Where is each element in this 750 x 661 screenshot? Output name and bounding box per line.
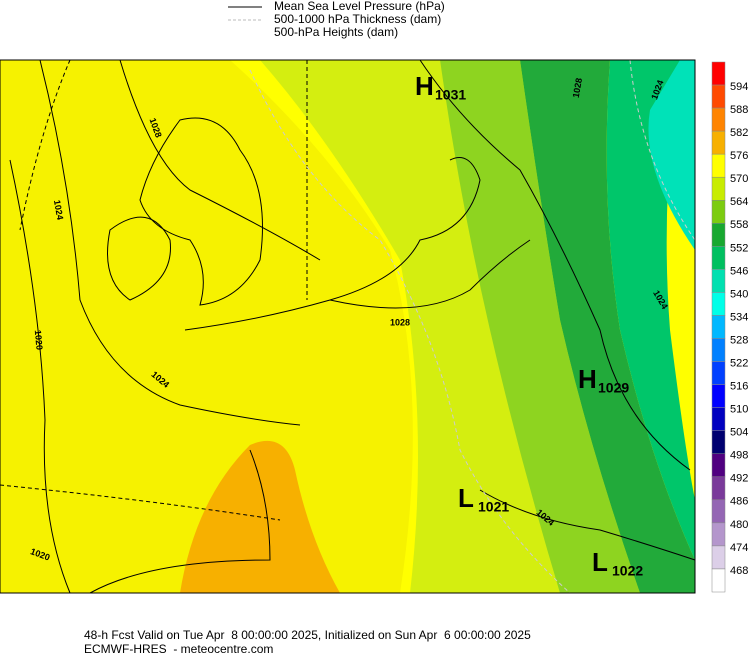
thickness-contour xyxy=(629,59,696,241)
colorbar-label: 552 xyxy=(730,242,748,254)
colorbar-box xyxy=(711,384,726,408)
colorbar-label: 558 xyxy=(730,219,748,231)
colorbar-label: 540 xyxy=(730,288,748,300)
colorbar-label: 594 xyxy=(730,81,748,93)
colorbar-label: 528 xyxy=(730,334,748,346)
colorbar-box xyxy=(711,107,726,132)
colorbar-box xyxy=(711,499,726,524)
footer-text: ECMWF-HRES - meteocentre.com xyxy=(84,642,273,656)
colorbar-label: 480 xyxy=(730,519,748,531)
isobar xyxy=(479,489,696,561)
colorbar-box xyxy=(711,361,726,385)
map-area xyxy=(0,59,696,594)
map-frame xyxy=(0,59,696,594)
colorbar-label: 504 xyxy=(730,427,748,439)
colorbar: 594 588 582 576 570 564 558 552 546 540 534 528 522 5… xyxy=(711,61,748,593)
colorbar-box xyxy=(711,246,726,270)
band-546 xyxy=(606,60,695,560)
colorbar-label: 498 xyxy=(730,450,748,462)
colorbar-label: 570 xyxy=(730,173,748,185)
colorbar-label: 534 xyxy=(730,311,748,323)
center-letter: L xyxy=(458,483,474,513)
footer-text: 48-h Fcst Valid on Tue Apr 8 00:00:00 20… xyxy=(84,628,531,642)
colorbar-box xyxy=(711,153,726,178)
center-value: 1022 xyxy=(612,563,643,579)
coastline xyxy=(89,449,271,594)
center-letter: H xyxy=(415,71,434,101)
center-value: 1029 xyxy=(598,380,629,396)
colorbar-label: 582 xyxy=(730,127,748,139)
center-value: 1021 xyxy=(478,499,509,515)
colorbar-label: 588 xyxy=(730,104,748,116)
center-value: 1031 xyxy=(435,87,466,103)
colorbar-box xyxy=(711,84,726,109)
colorbar-box xyxy=(711,223,726,247)
colorbar-label: 546 xyxy=(730,265,748,277)
coastline xyxy=(139,117,263,306)
colorbar-box xyxy=(711,338,726,362)
colorbar-label: 474 xyxy=(730,542,748,554)
colorbar-label: 576 xyxy=(730,150,748,162)
contour-label: 1024 xyxy=(52,199,65,220)
band-552 xyxy=(520,60,695,593)
colorbar-label: 510 xyxy=(730,404,748,416)
contour-label: 1020 xyxy=(33,330,45,351)
isobar xyxy=(119,59,321,261)
colorbar-box xyxy=(711,568,726,593)
coastline xyxy=(184,157,481,331)
colorbar-box xyxy=(711,176,726,201)
colorbar-box xyxy=(711,430,726,454)
coastline xyxy=(107,216,171,301)
colorbar-box xyxy=(711,545,726,570)
center-letter: H xyxy=(578,364,597,394)
contour-label: 1028 xyxy=(571,77,584,98)
band-558 xyxy=(440,60,640,593)
colorbar-box xyxy=(711,269,726,293)
colorbar-box xyxy=(711,476,726,501)
colorbar-box xyxy=(711,453,726,478)
colorbar-box xyxy=(711,522,726,547)
isobar xyxy=(9,159,71,594)
colorbar-label: 468 xyxy=(730,565,748,577)
colorbar-box xyxy=(711,407,726,431)
legend-label: 500-1000 hPa Thickness (dam) xyxy=(274,12,441,26)
colorbar-box xyxy=(711,292,726,316)
colorbar-label: 516 xyxy=(730,381,748,393)
colorbar-box xyxy=(711,315,726,339)
colorbar-box xyxy=(711,200,726,224)
center-letter: L xyxy=(592,547,608,577)
legend-label: 500-hPa Heights (dam) xyxy=(274,25,398,39)
colorbar-box xyxy=(711,61,726,86)
band-564 xyxy=(260,60,580,593)
contour-label: 1028 xyxy=(390,317,410,327)
colorbar-label: 564 xyxy=(730,196,748,208)
thickness-contour xyxy=(249,69,571,594)
colorbar-label: 486 xyxy=(730,496,748,508)
isobar xyxy=(39,59,301,426)
isobar xyxy=(329,239,531,309)
band-540 xyxy=(648,60,695,250)
colorbar-label: 522 xyxy=(730,357,748,369)
isobar xyxy=(419,59,691,471)
height-contour xyxy=(19,59,71,231)
legend-label: Mean Sea Level Pressure (hPa) xyxy=(274,0,445,13)
colorbar-box xyxy=(711,130,726,155)
height-contour xyxy=(0,484,281,521)
colorbar-label: 492 xyxy=(730,473,748,485)
